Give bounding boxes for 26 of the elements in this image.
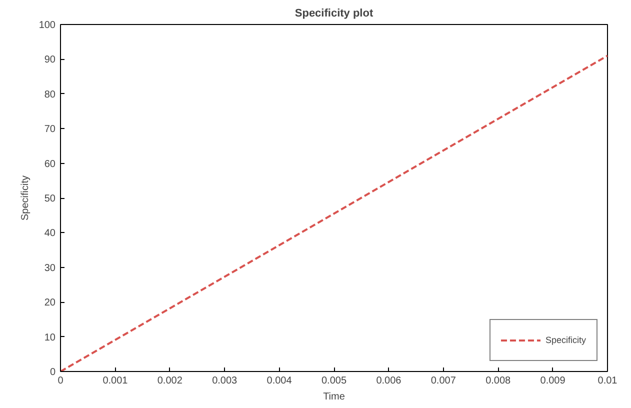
- y-tick-label: 20: [44, 298, 56, 309]
- legend-label: Specificity: [545, 335, 586, 345]
- x-tick-label: 0.001: [102, 376, 128, 386]
- y-tick-label: 10: [44, 332, 56, 344]
- x-tick-label: 0.002: [157, 376, 183, 386]
- chart-title: Specificity plot: [294, 8, 374, 20]
- y-tick-label: 80: [44, 89, 56, 100]
- y-tick-label: 60: [44, 158, 56, 170]
- x-axis-title: Time: [323, 392, 346, 402]
- y-tick-label: 90: [44, 54, 56, 66]
- x-tick-label: 0: [58, 376, 64, 386]
- x-tick-label: 0.005: [321, 376, 347, 386]
- y-tick-label: 70: [44, 124, 56, 136]
- x-tick-label: 0.006: [376, 376, 402, 386]
- x-tick-label: 0.008: [486, 376, 512, 386]
- y-tick-label: 30: [44, 262, 56, 274]
- y-tick-label: 40: [44, 228, 56, 240]
- x-tick-label: 0.004: [266, 376, 292, 386]
- x-tick-label: 0.003: [212, 376, 238, 386]
- y-tick-label: 50: [44, 194, 56, 204]
- x-tick-label: 0.009: [540, 376, 566, 386]
- x-tick-label: 0.007: [430, 376, 456, 386]
- y-tick-label: 100: [38, 20, 56, 31]
- y-tick-label: 0: [50, 367, 56, 378]
- y-axis-title: Specificity: [20, 175, 31, 221]
- x-tick-label: 0.01: [598, 376, 618, 386]
